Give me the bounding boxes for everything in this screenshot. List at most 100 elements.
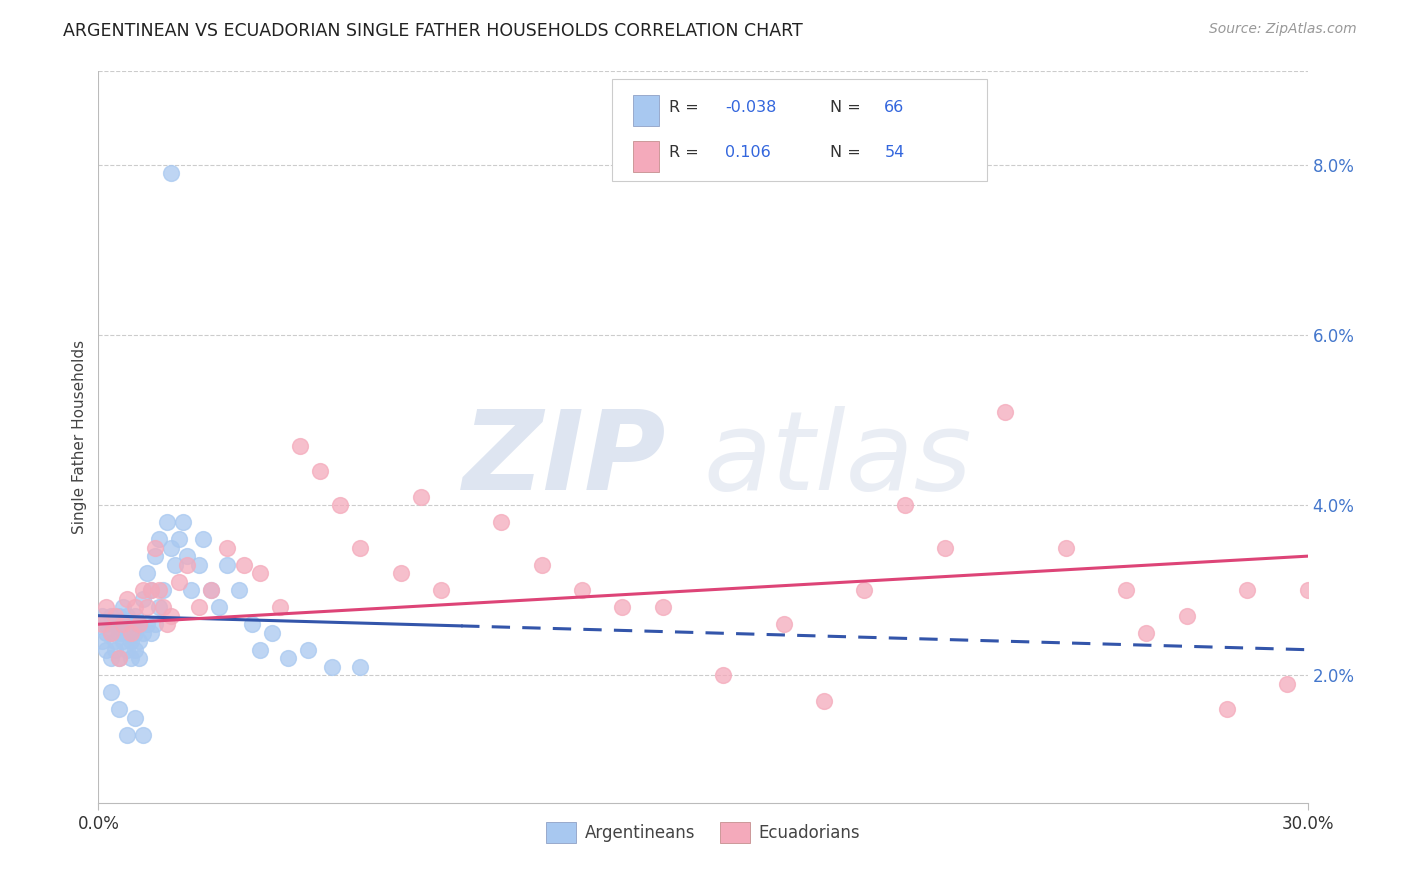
Point <box>152 600 174 615</box>
Point <box>1296 583 1319 598</box>
Point <box>571 583 593 598</box>
Point <box>249 642 271 657</box>
Point <box>389 566 412 581</box>
Point <box>193 532 215 546</box>
Point <box>139 583 162 598</box>
FancyBboxPatch shape <box>613 78 987 181</box>
Point <box>103 642 125 657</box>
Point <box>111 634 134 648</box>
Point <box>156 515 179 529</box>
Point <box>115 728 138 742</box>
Text: N =: N = <box>830 100 866 115</box>
Text: 66: 66 <box>884 100 904 115</box>
Bar <box>633 95 659 127</box>
Text: 0.106: 0.106 <box>724 145 770 161</box>
Point <box>139 583 162 598</box>
Point <box>349 659 371 673</box>
Point <box>200 583 222 598</box>
Point <box>156 617 179 632</box>
Point <box>132 625 155 640</box>
Point <box>91 634 114 648</box>
Point <box>409 490 432 504</box>
Point <box>107 651 129 665</box>
Point <box>217 541 239 555</box>
Point <box>249 566 271 581</box>
Point <box>120 651 142 665</box>
Point <box>1216 702 1239 716</box>
Point <box>115 591 138 606</box>
Point <box>128 651 150 665</box>
Point <box>813 694 835 708</box>
Point <box>277 651 299 665</box>
Point <box>651 600 673 615</box>
Point <box>128 617 150 632</box>
Point <box>91 608 114 623</box>
Text: 54: 54 <box>884 145 904 161</box>
Point <box>143 541 166 555</box>
Point <box>132 728 155 742</box>
Point <box>124 608 146 623</box>
Point <box>772 617 794 632</box>
Point <box>1175 608 1198 623</box>
Point <box>120 634 142 648</box>
Point <box>115 642 138 657</box>
Point <box>188 600 211 615</box>
Point <box>107 651 129 665</box>
Point <box>288 439 311 453</box>
Point <box>152 583 174 598</box>
Point <box>111 600 134 615</box>
Point <box>100 608 122 623</box>
Point <box>176 549 198 563</box>
Legend: Argentineans, Ecuadorians: Argentineans, Ecuadorians <box>540 815 866 849</box>
Point <box>124 711 146 725</box>
Text: N =: N = <box>830 145 866 161</box>
Point <box>240 617 263 632</box>
Point <box>160 608 183 623</box>
Point <box>96 600 118 615</box>
Text: ZIP: ZIP <box>463 406 666 513</box>
Point <box>103 608 125 623</box>
Point <box>188 558 211 572</box>
Point <box>297 642 319 657</box>
Point <box>853 583 876 598</box>
Text: ARGENTINEAN VS ECUADORIAN SINGLE FATHER HOUSEHOLDS CORRELATION CHART: ARGENTINEAN VS ECUADORIAN SINGLE FATHER … <box>63 22 803 40</box>
Point <box>128 617 150 632</box>
Point <box>711 668 734 682</box>
Point <box>172 515 194 529</box>
Point <box>111 617 134 632</box>
Point <box>148 600 170 615</box>
Point <box>132 583 155 598</box>
Point <box>232 558 254 572</box>
Point <box>100 651 122 665</box>
Point <box>100 625 122 640</box>
Point <box>96 642 118 657</box>
Point <box>96 617 118 632</box>
Point <box>163 558 186 572</box>
Point <box>167 532 190 546</box>
Point <box>269 600 291 615</box>
Point <box>107 625 129 640</box>
Point <box>1277 677 1299 691</box>
Point <box>128 634 150 648</box>
Point <box>208 600 231 615</box>
Point <box>120 617 142 632</box>
Text: R =: R = <box>669 145 704 161</box>
Point <box>612 600 634 615</box>
Point <box>124 642 146 657</box>
Point <box>176 558 198 572</box>
Point <box>180 583 202 598</box>
Point <box>135 600 157 615</box>
Point <box>135 617 157 632</box>
Point <box>111 617 134 632</box>
Point <box>309 464 332 478</box>
Text: -0.038: -0.038 <box>724 100 776 115</box>
Point <box>132 591 155 606</box>
Point <box>107 608 129 623</box>
Point <box>124 625 146 640</box>
Point <box>893 498 915 512</box>
Point <box>139 625 162 640</box>
Point <box>148 532 170 546</box>
Point <box>934 541 956 555</box>
Point <box>115 608 138 623</box>
Point <box>143 617 166 632</box>
